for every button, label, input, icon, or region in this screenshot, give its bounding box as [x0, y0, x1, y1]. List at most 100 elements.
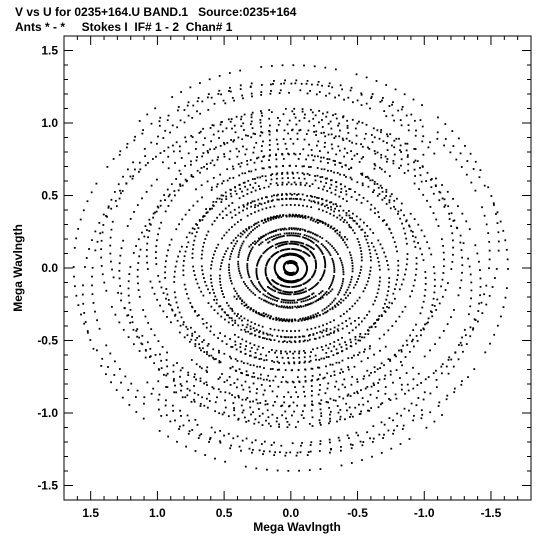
uv-point [121, 190, 124, 192]
uv-point [419, 166, 421, 169]
uv-point [266, 277, 268, 279]
uv-point [349, 254, 352, 257]
uv-point [242, 97, 244, 100]
uv-point [240, 118, 242, 121]
uv-point [201, 219, 204, 221]
uv-point [84, 321, 87, 323]
uv-point [219, 280, 222, 283]
uv-point [469, 305, 472, 308]
uv-point [276, 469, 279, 472]
uv-point [180, 415, 182, 417]
uv-point [281, 298, 283, 301]
uv-point [261, 208, 264, 211]
uv-point [283, 248, 286, 251]
uv-point [222, 293, 224, 296]
uv-point [176, 362, 178, 364]
uv-point [332, 278, 334, 281]
uv-point [283, 227, 286, 230]
uv-point [174, 313, 177, 316]
uv-point [241, 190, 243, 193]
uv-point [382, 96, 384, 99]
uv-point [318, 419, 321, 422]
uv-point [373, 163, 376, 165]
uv-point [432, 266, 435, 268]
uv-point [378, 216, 380, 218]
uv-point [246, 234, 249, 237]
uv-point [316, 144, 318, 147]
uv-point [243, 205, 245, 208]
uv-point [335, 361, 338, 364]
uv-point [322, 329, 325, 332]
uv-point [310, 367, 313, 370]
uv-point [429, 349, 431, 352]
uv-point [250, 332, 253, 335]
uv-point [253, 285, 256, 287]
uv-point [355, 326, 357, 329]
uv-point [248, 386, 251, 389]
uv-point [192, 269, 195, 272]
uv-point [219, 429, 222, 432]
uv-point [387, 285, 390, 288]
uv-point [155, 251, 157, 253]
uv-point [363, 350, 365, 353]
uv-point [456, 227, 459, 230]
uv-point [378, 193, 381, 195]
uv-point [247, 134, 249, 137]
uv-point [256, 157, 258, 160]
uv-point [261, 197, 263, 200]
uv-point [252, 382, 255, 385]
uv-point [110, 228, 113, 231]
uv-point [326, 190, 329, 192]
uv-point [386, 135, 389, 138]
uv-point [360, 389, 362, 392]
uv-point [317, 312, 319, 314]
uv-point [114, 199, 117, 202]
uv-point [327, 169, 329, 172]
uv-point [275, 129, 278, 132]
uv-point [376, 368, 379, 371]
uv-point [94, 310, 96, 313]
uv-point [314, 270, 317, 273]
uv-point [356, 122, 359, 125]
uv-point [422, 300, 425, 303]
uv-point [262, 346, 264, 349]
uv-point [186, 387, 189, 390]
uv-point [226, 314, 228, 316]
uv-point [321, 237, 324, 240]
uv-point [319, 403, 322, 405]
uv-point [237, 336, 240, 339]
uv-point [260, 285, 263, 288]
uv-point [330, 143, 333, 146]
uv-point [414, 159, 417, 162]
uv-point [193, 392, 196, 395]
uv-point [86, 330, 89, 332]
uv-point [249, 364, 252, 366]
uv-point [290, 280, 292, 283]
uv-point [338, 209, 340, 212]
uv-point [237, 260, 240, 263]
uv-point [274, 281, 277, 284]
uv-point [385, 298, 388, 301]
uv-point [312, 274, 315, 277]
uv-point [229, 277, 232, 280]
uv-point [306, 248, 309, 250]
uv-point [170, 238, 173, 241]
uv-point [284, 410, 287, 413]
uv-point [374, 249, 377, 252]
uv-point [83, 322, 86, 325]
uv-point [334, 160, 336, 162]
uv-point [285, 318, 288, 321]
uv-point [322, 272, 325, 275]
uv-point [451, 130, 454, 132]
uv-point [396, 278, 398, 281]
uv-point [166, 293, 169, 296]
uv-point [308, 255, 311, 257]
uv-point [317, 240, 320, 243]
uv-point [258, 237, 260, 240]
uv-point [276, 282, 279, 285]
uv-point [376, 129, 379, 132]
uv-point [323, 257, 326, 260]
uv-point [231, 365, 234, 368]
uv-point [370, 385, 373, 388]
uv-point [147, 161, 149, 164]
